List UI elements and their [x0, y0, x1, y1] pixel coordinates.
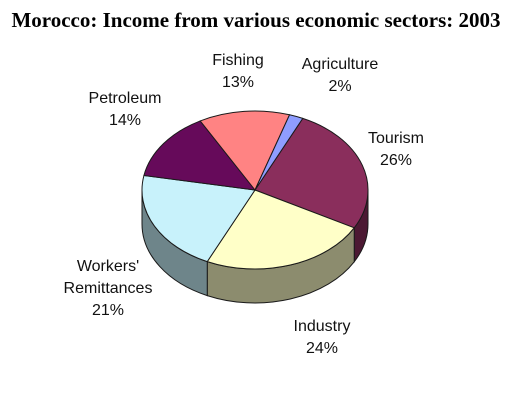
slice-name-label-0: Tourism — [368, 130, 424, 147]
pie-slice-3 — [143, 120, 257, 191]
slice-name-label-2: Workers' — [77, 258, 139, 275]
slice-name-label-3: Petroleum — [89, 90, 162, 107]
slice-name-label-1: Industry — [294, 318, 351, 335]
slice-name-label-2: Remittances — [64, 280, 153, 297]
slice-value-label-1: 24% — [306, 340, 338, 357]
slice-labels: Tourism 26% Industry 24% Workers' Remittances… — [64, 52, 424, 357]
slice-value-label-0: 26% — [380, 152, 412, 169]
slice-value-label-2: 21% — [92, 302, 124, 319]
pie-slice-2 — [141, 174, 256, 263]
slice-value-label-3: 14% — [109, 112, 141, 129]
pie-slice-1 — [206, 189, 356, 270]
chart-title: Morocco: Income from various economic se… — [11, 8, 500, 32]
pie-slices — [141, 110, 369, 270]
slice-value-label-4: 13% — [222, 74, 254, 91]
slice-value-label-5: 2% — [328, 78, 351, 95]
slice-name-label-5: Agriculture — [302, 56, 379, 73]
pie-slice-5 — [254, 114, 304, 191]
pie-slice-4 — [199, 110, 291, 191]
slice-name-label-4: Fishing — [212, 52, 264, 69]
